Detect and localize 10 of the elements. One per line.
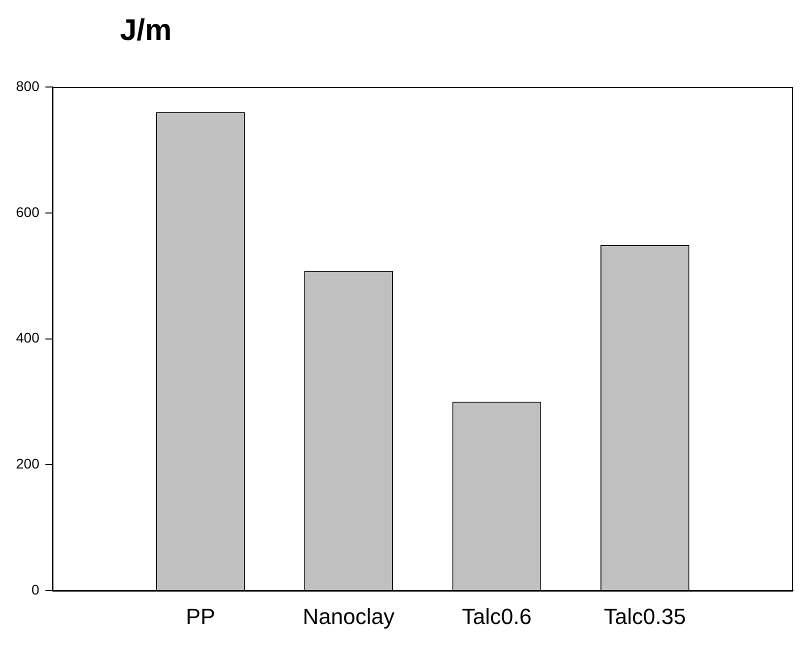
y-tick-label: 0 [32, 581, 40, 598]
x-tick-label: Talc0.35 [604, 604, 686, 629]
x-tick-label: PP [186, 604, 216, 629]
x-tick-label: Talc0.6 [462, 604, 532, 629]
y-tick-label: 800 [16, 78, 40, 94]
y-tick-label: 200 [16, 456, 40, 472]
y-tick-label: 600 [16, 204, 40, 220]
chart-title: J/m [120, 14, 172, 48]
x-tick-label: Nanoclay [302, 604, 394, 629]
y-tick-label: 400 [16, 330, 40, 346]
